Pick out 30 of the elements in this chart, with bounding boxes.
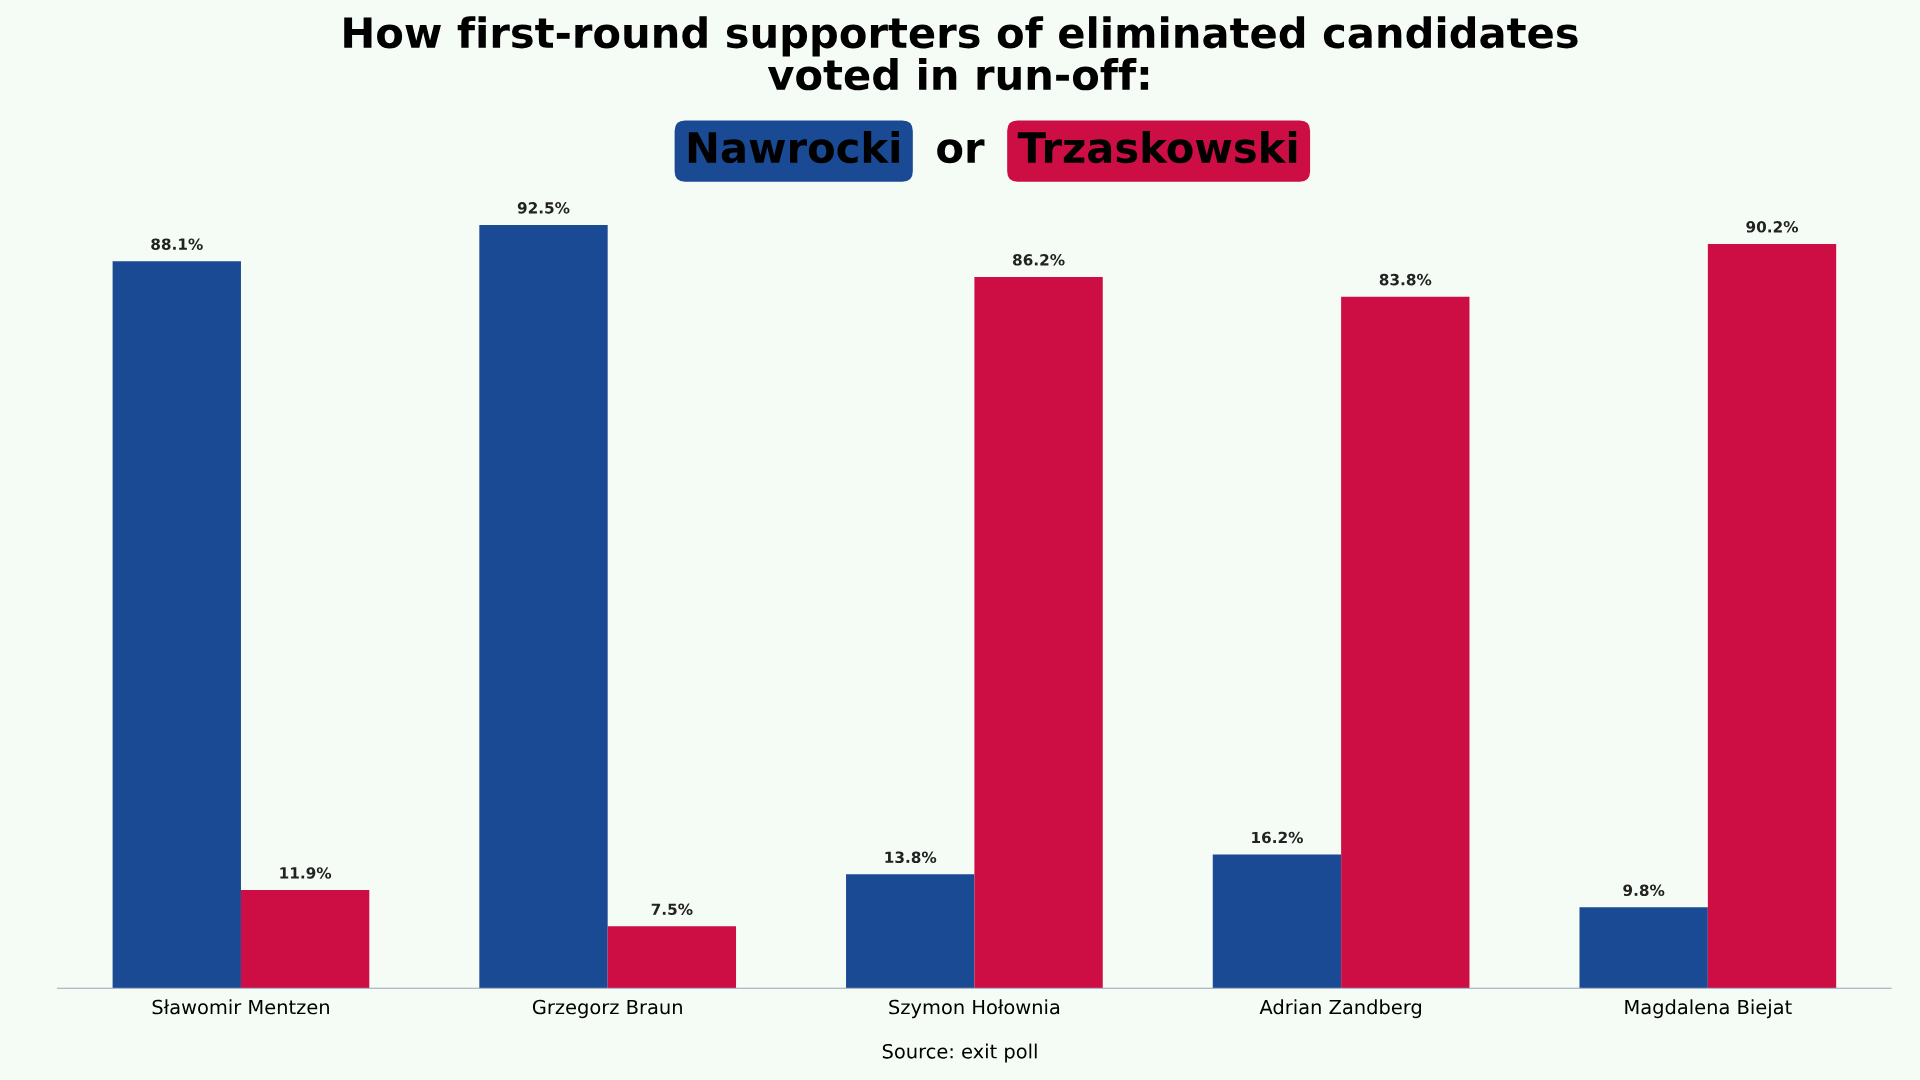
- bar: [974, 276, 1103, 989]
- x-tick-label: Grzegorz Braun: [532, 999, 682, 1019]
- text: Trzaskowski: [1017, 131, 1297, 164]
- source-note: Source: exit poll: [882, 1043, 1037, 1063]
- bar: [1212, 854, 1342, 989]
- x-tick-label: Szymon Hołownia: [889, 999, 1060, 1019]
- data-label: 7.5%: [651, 903, 693, 916]
- x-tick-label: Magdalena Biejat: [1625, 999, 1792, 1019]
- data-label: 16.2%: [1252, 831, 1303, 844]
- x-tick-label: Sławomir Mentzen: [152, 999, 329, 1015]
- data-label: 9.8%: [1623, 884, 1665, 897]
- data-label: 83.8%: [1379, 273, 1432, 286]
- x-tick-label: Adrian Zandberg: [1259, 999, 1422, 1019]
- data-label: 90.2%: [1746, 221, 1799, 233]
- bar: [1707, 243, 1837, 989]
- data-label: 92.5%: [517, 202, 570, 214]
- text: or: [937, 139, 985, 164]
- data-label: 11.9%: [280, 867, 332, 879]
- bar: [240, 890, 370, 989]
- bar: [607, 926, 737, 989]
- data-label: 86.2%: [1013, 254, 1065, 266]
- text: Nawrocki: [688, 131, 899, 164]
- data-label: 13.8%: [885, 851, 937, 864]
- bar: [112, 261, 241, 989]
- chart-title: How first-round supporters of eliminated candidates voted in run-off:: [344, 16, 1578, 91]
- bar: [846, 874, 975, 989]
- bar: [479, 224, 608, 989]
- data-label: 88.1%: [151, 238, 203, 250]
- bar: [1341, 296, 1470, 989]
- bar: [1579, 907, 1708, 989]
